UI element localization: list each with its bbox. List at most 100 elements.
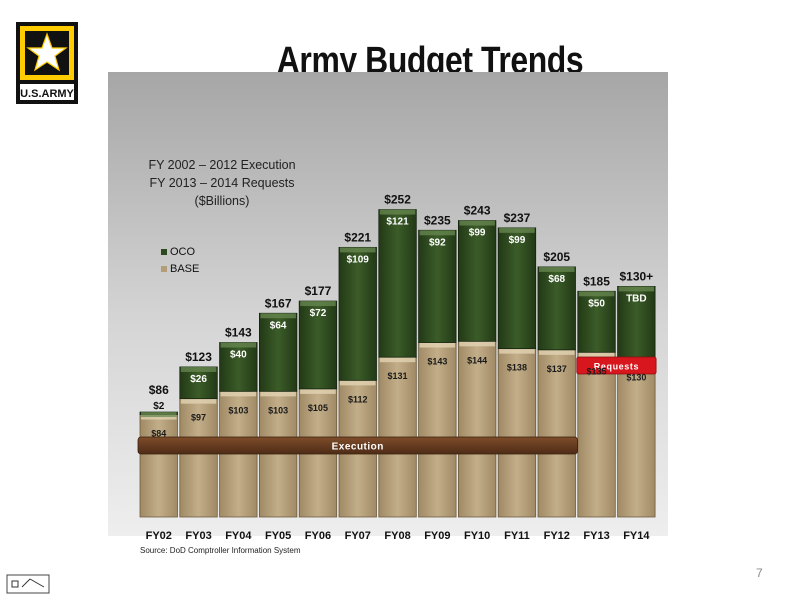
- base-value-label: $105: [308, 403, 328, 413]
- bar-oco-cap: [300, 301, 336, 307]
- bar-oco-cap: [260, 313, 296, 319]
- base-value-label: $130: [626, 372, 646, 382]
- bar-oco: [378, 209, 417, 358]
- bar-oco: [537, 266, 576, 351]
- bar-base: [617, 357, 656, 518]
- bar-base-cap: [459, 341, 495, 347]
- annotation-line: FY 2002 – 2012 Execution: [148, 158, 295, 172]
- execution-label: Execution: [332, 442, 384, 453]
- bar-oco-cap: [618, 286, 655, 292]
- oco-value-label: $92: [429, 237, 446, 248]
- base-value-label: $143: [427, 357, 447, 367]
- total-label: $185: [583, 274, 610, 288]
- bar-oco-cap: [141, 412, 177, 418]
- requests-label: Requests: [594, 362, 639, 372]
- bar-oco: [418, 229, 457, 343]
- footer-icon: [6, 574, 50, 594]
- base-value-label: $137: [547, 364, 567, 374]
- bar-oco: [298, 300, 338, 390]
- oco-value-label: $2: [153, 401, 165, 412]
- budget-chart: Execution Requests $84 $2 $86 $97 $26 $123 $103…: [108, 72, 668, 555]
- bar-base: [418, 342, 457, 518]
- total-label: $205: [543, 250, 570, 264]
- bar-oco-cap: [499, 227, 535, 233]
- base-value-label: $144: [467, 355, 487, 365]
- logo-text: U.S.ARMY: [20, 88, 74, 100]
- base-value-label: $131: [388, 371, 408, 381]
- bar-oco: [617, 285, 656, 359]
- base-value-label: $103: [268, 405, 288, 415]
- oco-value-label: $26: [190, 374, 207, 385]
- bar-base-cap: [300, 388, 336, 394]
- bar-base-cap: [180, 398, 217, 404]
- x-tick-label: FY12: [544, 530, 570, 542]
- bar-base-cap: [578, 352, 615, 358]
- base-value-label: $97: [191, 413, 206, 423]
- total-label: $167: [265, 296, 292, 310]
- base-value-label: $135: [587, 366, 607, 376]
- bar-base-cap: [340, 380, 376, 386]
- bar-base: [457, 340, 497, 518]
- total-label: $86: [149, 383, 169, 397]
- bar-base-cap: [379, 357, 416, 363]
- annotation-line: FY 2013 – 2014 Requests: [149, 176, 294, 190]
- oco-value-label: $64: [270, 320, 287, 331]
- x-tick-label: FY09: [424, 530, 450, 542]
- bar-oco-cap: [340, 247, 376, 253]
- bar-base-cap: [260, 391, 296, 397]
- legend-swatch: [161, 249, 167, 255]
- x-tick-label: FY11: [504, 530, 530, 542]
- total-label: $123: [185, 350, 212, 364]
- source-note: Source: DoD Comptroller Information Syst…: [140, 546, 301, 555]
- x-tick-label: FY03: [185, 530, 211, 542]
- page-number: 7: [756, 566, 763, 580]
- total-label: $143: [225, 326, 252, 340]
- x-tick-label: FY07: [345, 530, 371, 542]
- bar-base-cap: [220, 391, 257, 397]
- x-tick-label: FY02: [146, 530, 172, 542]
- bar-oco: [258, 312, 298, 392]
- execution-band: [137, 436, 578, 455]
- x-tick-label: FY06: [305, 530, 331, 542]
- total-label: $130+: [619, 269, 653, 283]
- bar-oco-cap: [379, 209, 416, 215]
- oco-value-label: $40: [230, 350, 247, 361]
- x-tick-label: FY08: [384, 530, 410, 542]
- total-label: $177: [305, 284, 332, 298]
- bar-base-cap: [419, 342, 456, 348]
- bar-oco-cap: [419, 230, 456, 236]
- us-army-logo: U.S.ARMY: [16, 22, 78, 104]
- bar-oco: [457, 220, 497, 342]
- bar-oco-cap: [459, 220, 495, 226]
- x-tick-label: FY13: [583, 530, 609, 542]
- bar-oco: [338, 246, 377, 381]
- x-tick-label: FY04: [225, 530, 252, 542]
- bar-oco: [497, 227, 537, 350]
- star-icon: [26, 32, 68, 72]
- bar-oco-cap: [539, 266, 575, 272]
- bar-base-cap: [539, 349, 575, 355]
- annotation-line: ($Billions): [195, 194, 250, 208]
- oco-value-label: $109: [347, 254, 370, 265]
- bar-base: [537, 349, 576, 518]
- legend-label: OCO: [170, 246, 196, 258]
- bar-oco-cap: [220, 342, 257, 348]
- total-label: $252: [384, 193, 411, 207]
- bar-oco: [179, 366, 218, 400]
- bar-oco-cap: [578, 291, 615, 297]
- total-label: $243: [464, 204, 491, 218]
- bar-base-cap: [499, 348, 535, 354]
- legend-label: BASE: [170, 263, 199, 275]
- oco-value-label: $99: [469, 228, 486, 239]
- base-value-label: $84: [151, 429, 166, 439]
- bar-oco: [577, 290, 616, 353]
- bar-base: [497, 348, 537, 518]
- oco-value-label: TBD: [626, 293, 647, 304]
- total-label: $237: [504, 211, 531, 225]
- oco-value-label: $99: [509, 235, 526, 246]
- base-value-label: $138: [507, 363, 527, 373]
- base-value-label: $103: [228, 405, 248, 415]
- total-label: $235: [424, 213, 451, 227]
- x-tick-label: FY05: [265, 530, 291, 542]
- bar-base: [179, 398, 218, 518]
